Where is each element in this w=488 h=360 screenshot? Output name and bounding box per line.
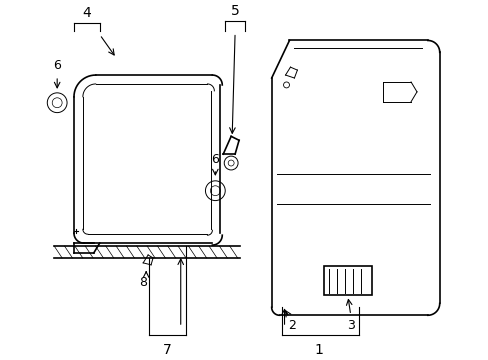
Bar — [324, 266, 371, 296]
Text: 6: 6 — [53, 59, 61, 72]
Text: 3: 3 — [346, 319, 354, 332]
Text: 2: 2 — [288, 319, 296, 332]
Text: 7: 7 — [162, 343, 171, 357]
Text: 1: 1 — [314, 343, 323, 357]
Text: 4: 4 — [82, 6, 91, 20]
Text: 8: 8 — [139, 276, 147, 289]
Text: 6: 6 — [211, 153, 219, 166]
Text: 5: 5 — [230, 4, 239, 18]
